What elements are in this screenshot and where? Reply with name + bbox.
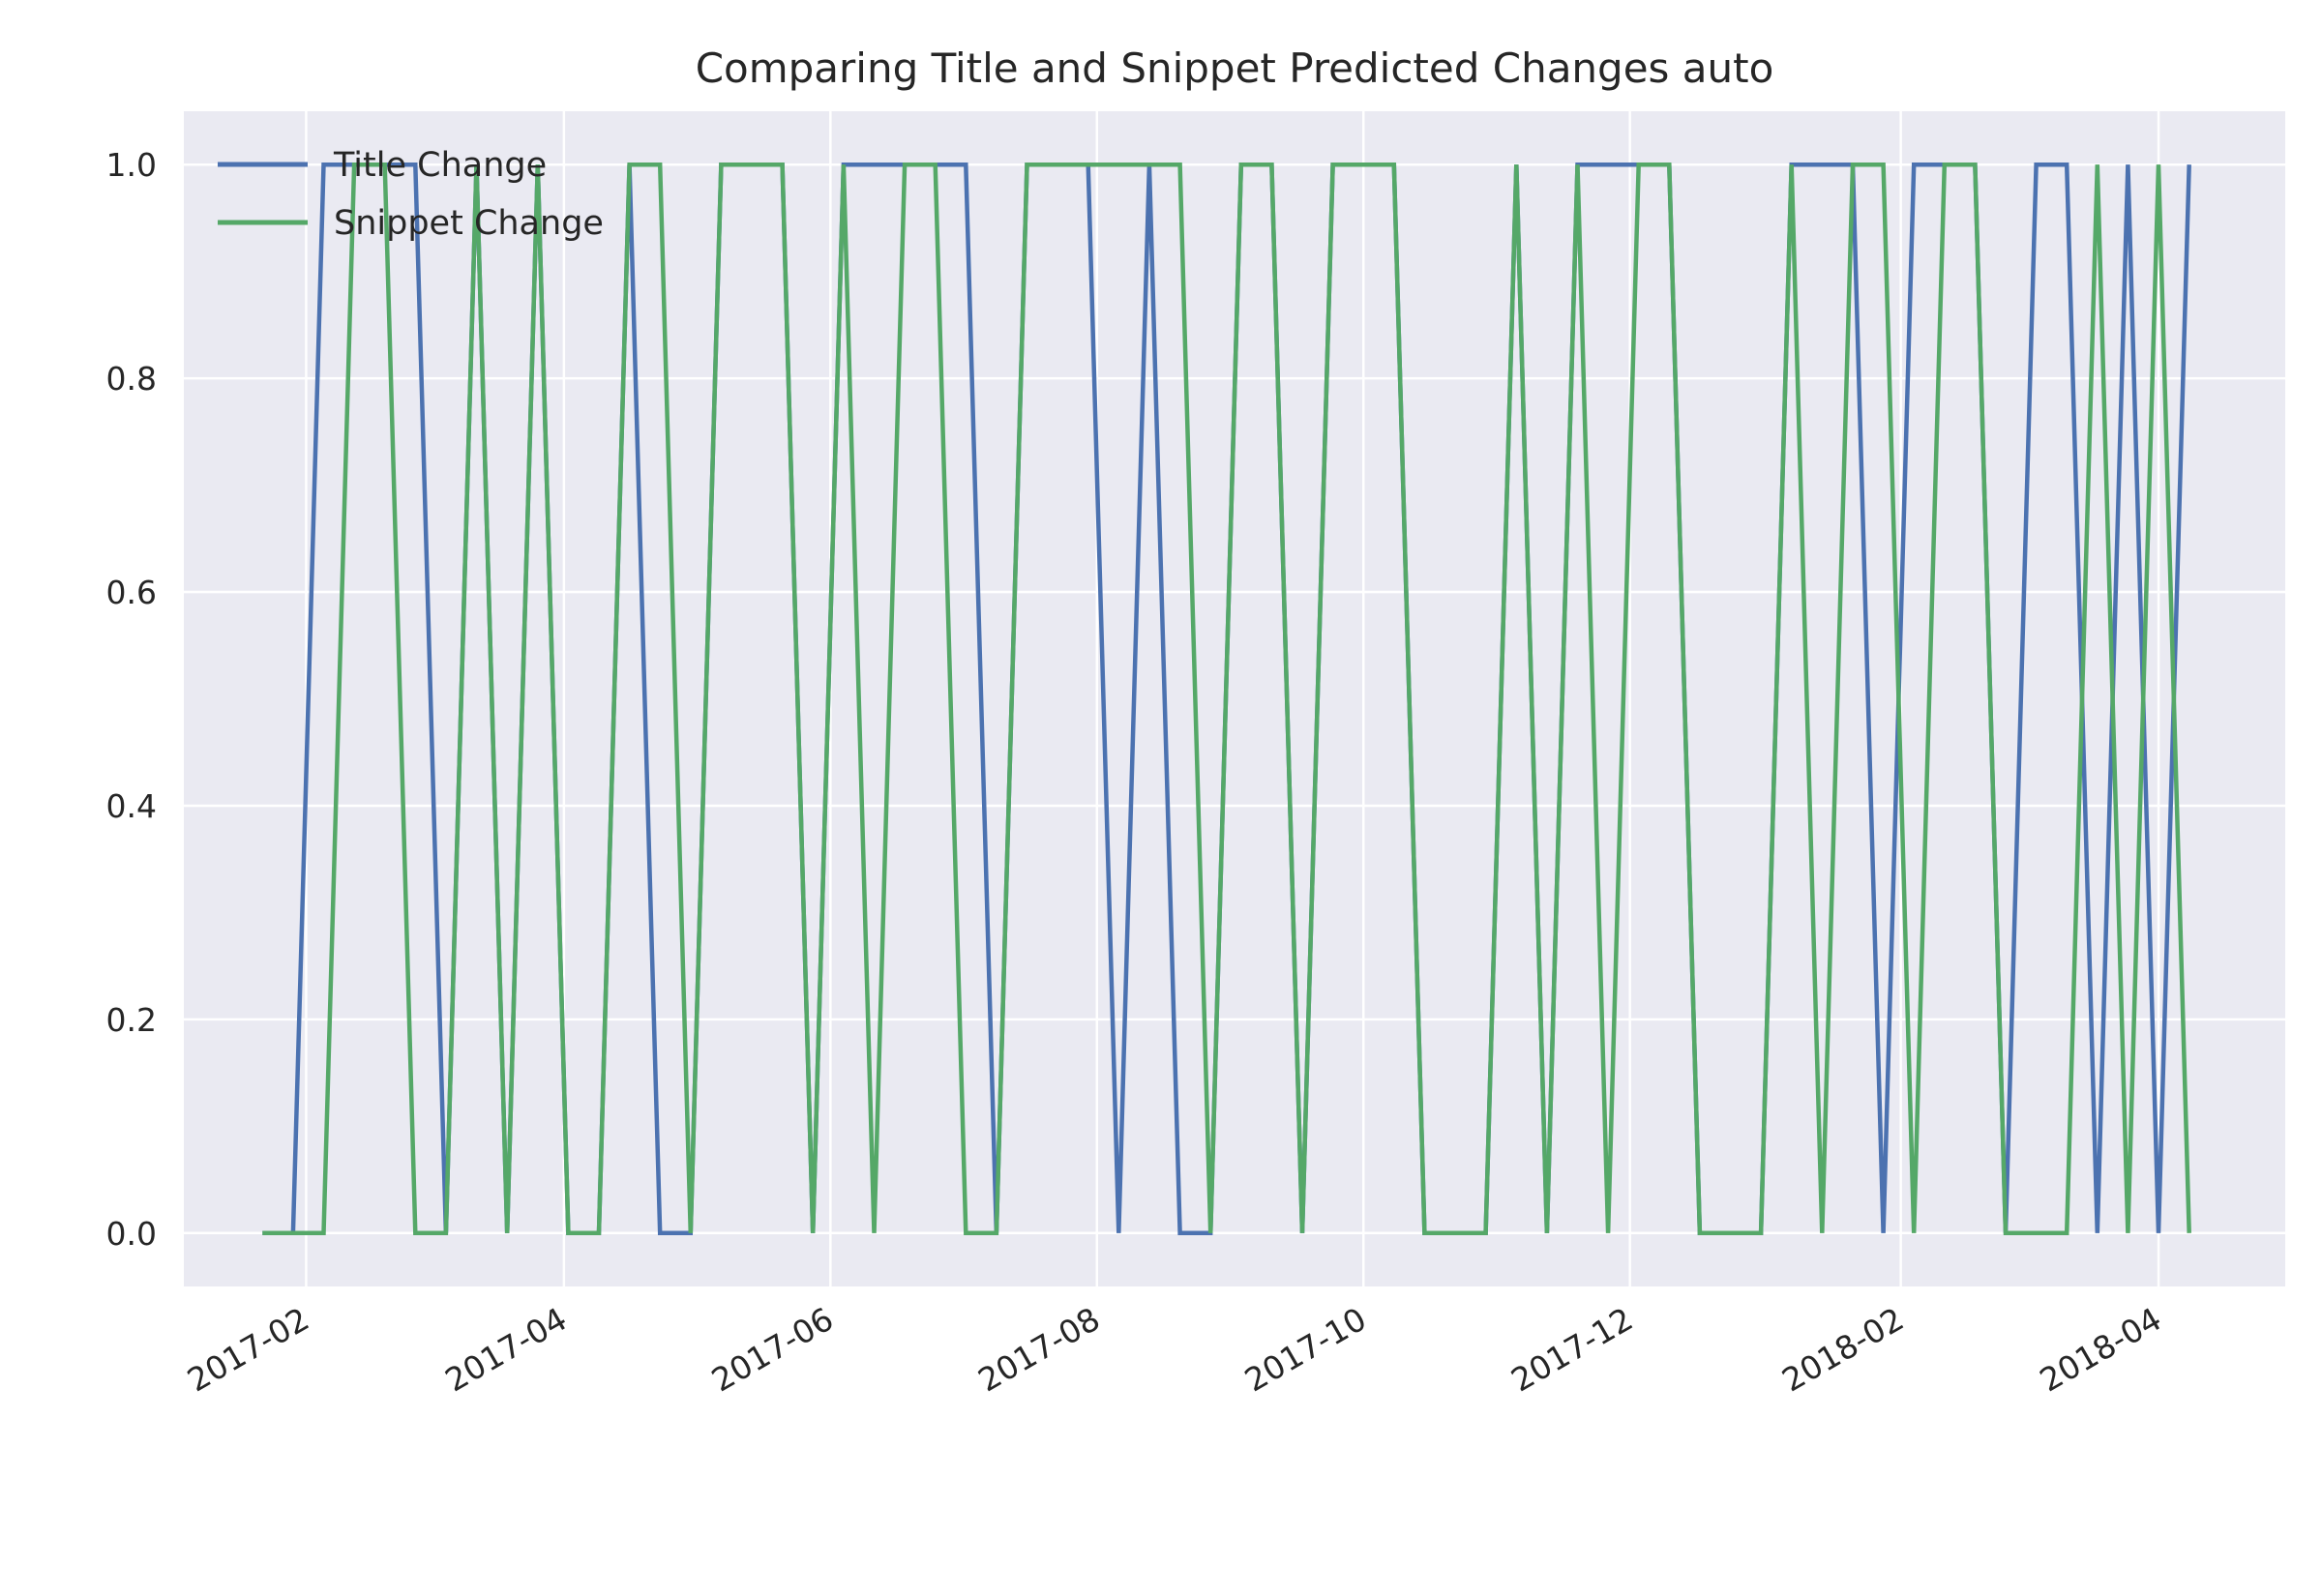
y-tick-label: 1.0 [106,146,157,184]
x-tick-label: 2017-12 [1504,1300,1639,1400]
x-tick-label: 2017-02 [181,1300,315,1400]
legend: Title Change Snippet Change [218,146,604,243]
x-tick-label: 2018-02 [1775,1300,1910,1400]
x-tick-label: 2017-04 [438,1300,573,1400]
x-tick-label: 2017-10 [1238,1300,1373,1400]
series-line-snippet-change [262,162,2191,1236]
y-tick-label: 0.2 [106,1001,157,1039]
y-axis: 0.0 0.2 0.4 0.6 0.8 1.0 [106,146,157,1253]
plot-area [184,111,2285,1286]
y-tick-label: 0.0 [106,1215,157,1253]
x-axis: 2017-02 2017-04 2017-06 2017-08 2017-10 2017-… [181,1300,2168,1400]
chart-title: Comparing Title and Snippet Predicted Ch… [696,44,1774,92]
x-tick-label: 2017-08 [971,1300,1106,1400]
series-lines [262,162,2191,1236]
y-tick-label: 0.8 [106,360,157,398]
x-tick-label: 2018-04 [2034,1300,2168,1400]
y-tick-label: 0.4 [106,787,157,825]
legend-label: Title Change [333,146,547,185]
y-tick-label: 0.6 [106,574,157,611]
legend-label: Snippet Change [334,204,604,243]
x-tick-label: 2017-06 [705,1300,840,1400]
